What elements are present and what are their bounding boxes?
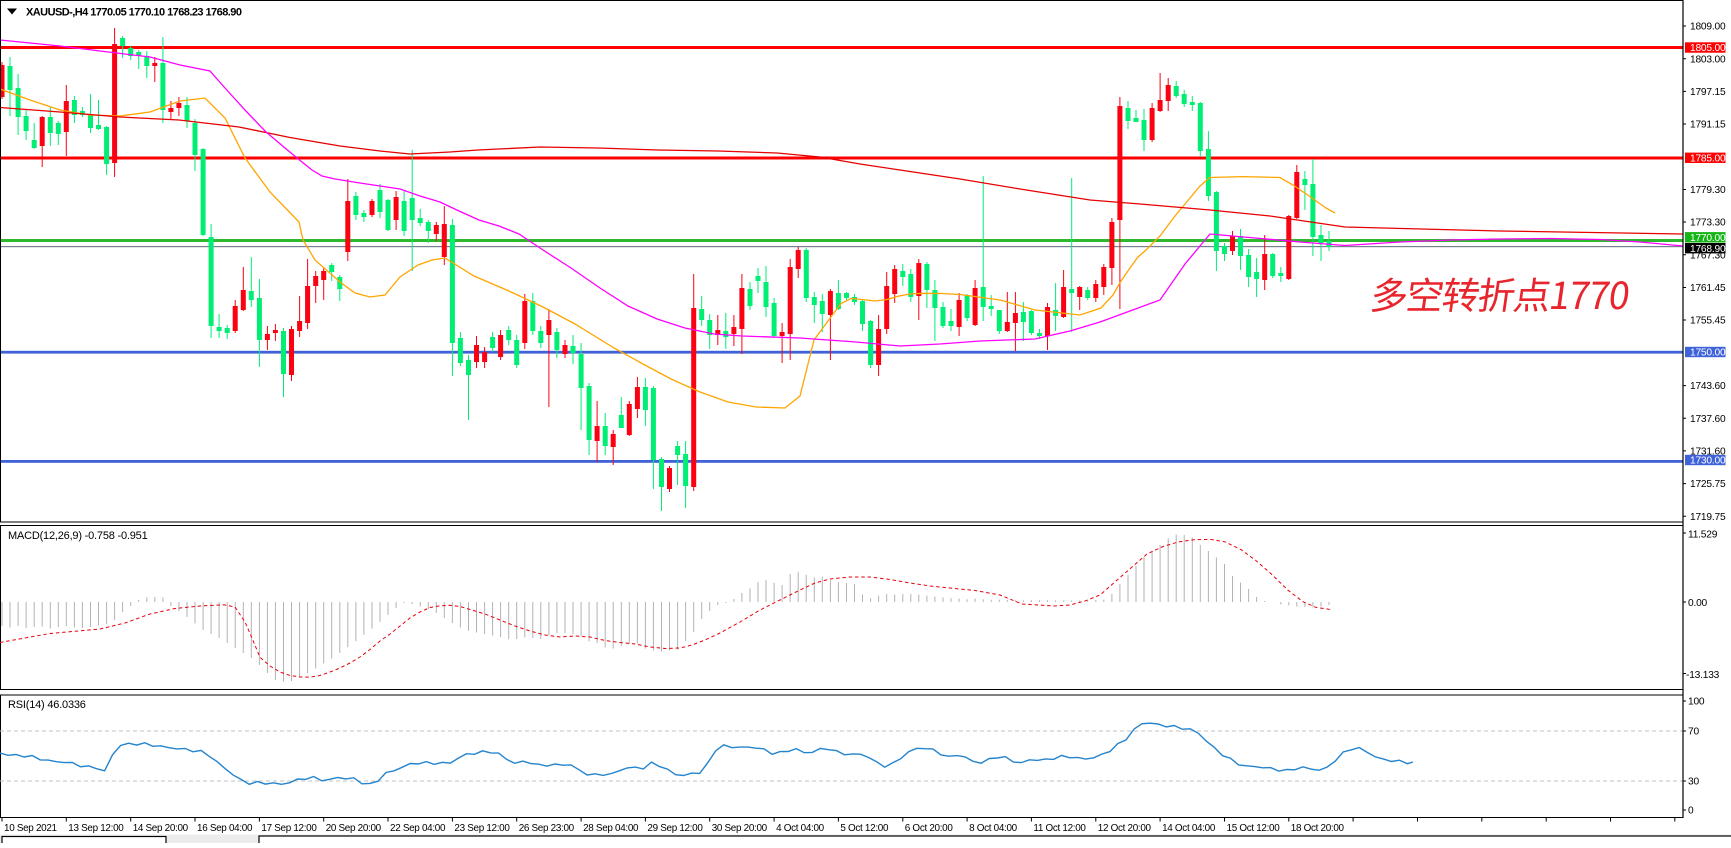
svg-text:14 Sep 20:00: 14 Sep 20:00 <box>133 823 189 834</box>
svg-text:XAUUSD-,H4 1770.05 1770.10 17: XAUUSD-,H4 1770.05 1770.10 1768.23 1768.… <box>26 7 242 19</box>
svg-text:22 Sep 04:00: 22 Sep 04:00 <box>390 823 446 834</box>
svg-text:-13.133: -13.133 <box>1686 670 1720 681</box>
svg-text:1803.00: 1803.00 <box>1690 54 1726 65</box>
svg-text:14 Oct 04:00: 14 Oct 04:00 <box>1162 823 1216 834</box>
svg-text:RSI(14) 46.0336: RSI(14) 46.0336 <box>8 699 86 711</box>
svg-text:0.00: 0.00 <box>1688 598 1708 609</box>
svg-text:11 Oct 12:00: 11 Oct 12:00 <box>1033 823 1086 834</box>
svg-text:10 Sep 2021: 10 Sep 2021 <box>4 823 58 834</box>
svg-text:1750.00: 1750.00 <box>1690 348 1726 359</box>
svg-text:8 Oct 04:00: 8 Oct 04:00 <box>969 823 1018 834</box>
svg-text:100: 100 <box>1688 697 1705 708</box>
svg-text:26 Sep 23:00: 26 Sep 23:00 <box>519 823 575 834</box>
svg-text:1791.15: 1791.15 <box>1690 120 1726 131</box>
svg-text:1725.75: 1725.75 <box>1690 479 1726 490</box>
svg-text:23 Sep 12:00: 23 Sep 12:00 <box>454 823 510 834</box>
svg-text:1779.30: 1779.30 <box>1690 185 1726 196</box>
svg-text:1755.45: 1755.45 <box>1690 316 1726 327</box>
svg-text:1809.00: 1809.00 <box>1690 22 1726 33</box>
svg-text:28 Sep 04:00: 28 Sep 04:00 <box>583 823 639 834</box>
svg-text:MACD(12,26,9) -0.758 -0.951: MACD(12,26,9) -0.758 -0.951 <box>8 530 148 542</box>
svg-text:1797.15: 1797.15 <box>1690 87 1726 98</box>
svg-text:1770.00: 1770.00 <box>1690 233 1726 244</box>
svg-text:17 Sep 12:00: 17 Sep 12:00 <box>261 823 317 834</box>
svg-text:30: 30 <box>1688 777 1699 788</box>
svg-text:16 Sep 04:00: 16 Sep 04:00 <box>197 823 253 834</box>
svg-text:1737.60: 1737.60 <box>1690 414 1726 425</box>
svg-text:5 Oct 12:00: 5 Oct 12:00 <box>840 823 889 834</box>
svg-text:13 Sep 12:00: 13 Sep 12:00 <box>68 823 124 834</box>
svg-text:1730.00: 1730.00 <box>1690 456 1726 467</box>
svg-text:30 Sep 20:00: 30 Sep 20:00 <box>712 823 768 834</box>
svg-text:1761.45: 1761.45 <box>1690 283 1726 294</box>
svg-text:1785.00: 1785.00 <box>1690 153 1726 164</box>
svg-text:0: 0 <box>1688 806 1694 817</box>
svg-text:1767.30: 1767.30 <box>1690 250 1726 261</box>
svg-text:6 Oct 20:00: 6 Oct 20:00 <box>905 823 954 834</box>
svg-text:1773.30: 1773.30 <box>1690 218 1726 229</box>
svg-text:12 Oct 20:00: 12 Oct 20:00 <box>1098 823 1152 834</box>
svg-text:11.529: 11.529 <box>1688 530 1718 541</box>
svg-text:1805.00: 1805.00 <box>1690 43 1726 54</box>
svg-text:1731.60: 1731.60 <box>1690 447 1726 458</box>
svg-text:29 Sep 12:00: 29 Sep 12:00 <box>647 823 703 834</box>
svg-text:18 Oct 20:00: 18 Oct 20:00 <box>1291 823 1345 834</box>
svg-text:70: 70 <box>1688 727 1699 738</box>
svg-text:20 Sep 20:00: 20 Sep 20:00 <box>326 823 382 834</box>
svg-text:1743.60: 1743.60 <box>1690 381 1726 392</box>
svg-text:15 Oct 12:00: 15 Oct 12:00 <box>1227 823 1281 834</box>
svg-text:1768.90: 1768.90 <box>1690 244 1726 255</box>
svg-text:4 Oct 04:00: 4 Oct 04:00 <box>776 823 825 834</box>
svg-text:1719.75: 1719.75 <box>1690 512 1726 523</box>
